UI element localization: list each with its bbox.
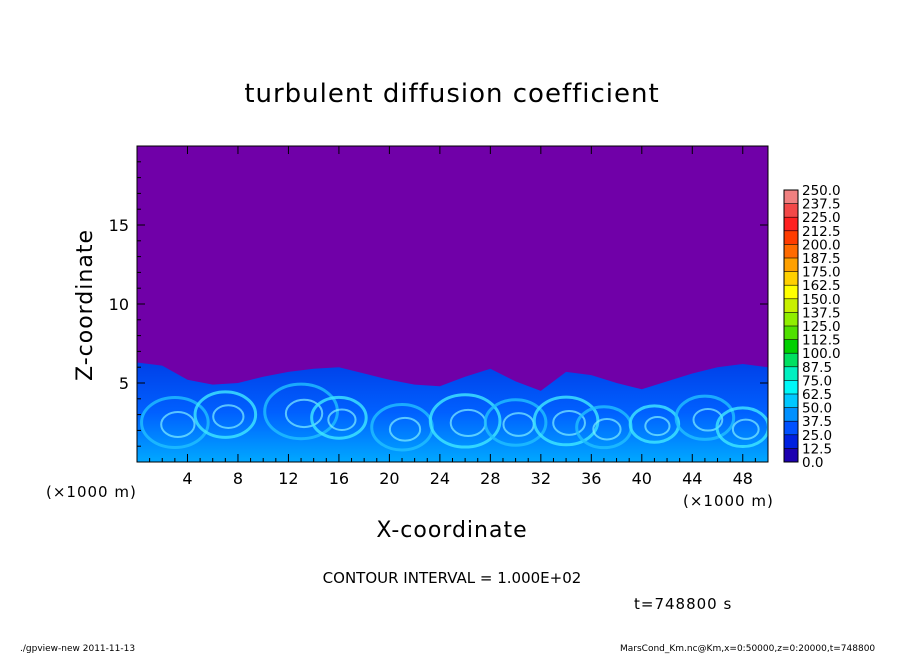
colorbar-swatch [784,230,798,245]
chart-title: turbulent diffusion coefficient [244,79,659,109]
colorbar-swatch [784,298,798,313]
eddy [674,394,736,441]
colorbar-swatch [784,217,798,231]
x-tick-label: 36 [581,469,601,488]
x-tick-label: 16 [329,469,349,488]
eddy [715,406,768,449]
colorbar-swatch [784,380,798,394]
colorbar: 250.0237.5225.0212.5200.0187.5175.0162.5… [783,183,841,471]
eddy [140,396,210,449]
y-axis: 5 10 15 [109,161,768,447]
colorbar-label: 50.0 [802,401,832,417]
eddy-inner [692,407,724,432]
x-tick-label: 24 [430,469,450,488]
colorbar-label: 137.5 [802,305,841,321]
eddy-inner [212,404,245,429]
eddy-inner [552,409,586,436]
colorbar-label: 237.5 [802,197,841,213]
turbulent-eddies [140,382,768,452]
colorbar-swatch [784,244,798,258]
eddy [263,382,339,441]
x-tick-label: 44 [682,469,702,488]
colorbar-label: 225.0 [802,210,841,226]
colorbar-label: 112.5 [802,333,841,349]
colorbar-swatch [784,339,798,354]
colorbar-label: 75.0 [802,373,832,389]
colorbar-label: 162.5 [802,278,841,294]
colorbar-label: 62.5 [802,387,832,403]
x-tick-label: 12 [278,469,298,488]
colorbar-swatch [784,407,798,422]
colorbar-label: 87.5 [802,360,832,376]
x-tick-label: 40 [632,469,652,488]
colorbar-swatch [784,312,798,326]
y-axis-label: Z-coordinate [73,229,98,381]
x-tick-label: 28 [480,469,500,488]
colorbar-label: 37.5 [802,414,832,430]
x-unit-left: (×1000 m) [46,483,137,501]
colorbar-swatch [784,353,798,367]
eddy-inner [644,415,671,437]
colorbar-swatch [784,203,798,218]
eddy [483,398,548,447]
colorbar-label: 187.5 [802,251,841,267]
time-label: t=748800 s [634,595,732,613]
colorbar-swatch [784,366,798,381]
eddy [428,393,502,449]
colorbar-label: 12.5 [802,441,832,457]
eddy-inner [284,398,324,429]
x-tick-label: 48 [733,469,753,488]
x-tick-label: 8 [233,469,243,488]
eddy [193,390,258,439]
colorbar-swatch [784,285,798,299]
x-axis: 4 8 12 16 20 24 28 32 36 40 44 48 [149,146,769,488]
colorbar-swatch [784,326,798,340]
colorbar-label: 25.0 [802,428,832,444]
colorbar-swatch [784,190,798,204]
eddy-inner [327,408,357,431]
eddy-inner [731,418,760,440]
colorbar-swatch [784,394,798,408]
eddy-inner [388,416,422,442]
x-unit-right: (×1000 m) [683,492,774,510]
footer-left: ./gpview-new 2011-11-13 [20,644,135,654]
x-axis-label: X-coordinate [376,518,527,543]
y-tick-label: 10 [109,295,129,314]
colorbar-label: 250.0 [802,183,841,199]
y-tick-label: 15 [109,216,129,235]
x-tick-label: 32 [531,469,551,488]
colorbar-swatch [784,434,798,449]
colorbar-swatch [784,448,798,462]
colorbar-swatch [784,421,798,435]
y-tick-label: 5 [119,374,129,393]
eddy-inner [160,411,196,438]
footer-right: MarsCond_Km.nc@Km,x=0:50000,z=0:20000,t=… [620,644,875,654]
colorbar-label: 0.0 [802,455,823,471]
x-tick-label: 20 [379,469,399,488]
colorbar-label: 100.0 [802,346,841,362]
contour-interval: CONTOUR INTERVAL = 1.000E+02 [323,569,582,587]
eddy-inner [592,418,622,441]
colorbar-label: 212.5 [802,224,841,240]
eddy [310,395,368,440]
colorbar-label: 175.0 [802,265,841,281]
colorbar-swatch [784,271,798,286]
x-tick-label: 4 [182,469,192,488]
colorbar-label: 150.0 [802,292,841,308]
plot-area [137,146,768,462]
colorbar-swatch [784,258,798,272]
colorbar-label: 200.0 [802,237,841,253]
colorbar-label: 125.0 [802,319,841,335]
